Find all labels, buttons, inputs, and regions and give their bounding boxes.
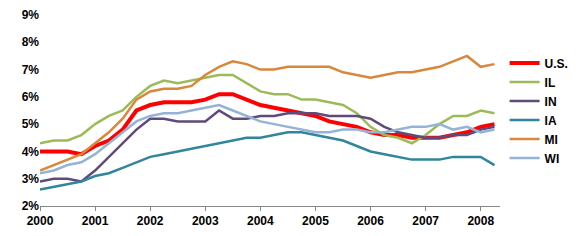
svg-text:2004: 2004 [247,214,274,228]
svg-text:9%: 9% [22,8,40,22]
svg-text:6%: 6% [22,90,40,104]
svg-text:IA: IA [545,114,557,128]
svg-text:IL: IL [545,76,556,90]
svg-text:2006: 2006 [357,214,384,228]
svg-text:WI: WI [545,152,560,166]
svg-text:8%: 8% [22,35,40,49]
svg-text:2%: 2% [22,199,40,213]
svg-text:7%: 7% [22,63,40,77]
svg-text:5%: 5% [22,117,40,131]
svg-text:2003: 2003 [192,214,219,228]
svg-text:MI: MI [545,133,558,147]
svg-text:2008: 2008 [467,214,494,228]
svg-text:2000: 2000 [27,214,54,228]
svg-text:2007: 2007 [412,214,439,228]
svg-text:U.S.: U.S. [545,57,568,71]
svg-text:IN: IN [545,95,557,109]
svg-text:2002: 2002 [137,214,164,228]
svg-text:2005: 2005 [302,214,329,228]
svg-text:2001: 2001 [82,214,109,228]
svg-text:4%: 4% [22,145,40,159]
svg-text:3%: 3% [22,172,40,186]
